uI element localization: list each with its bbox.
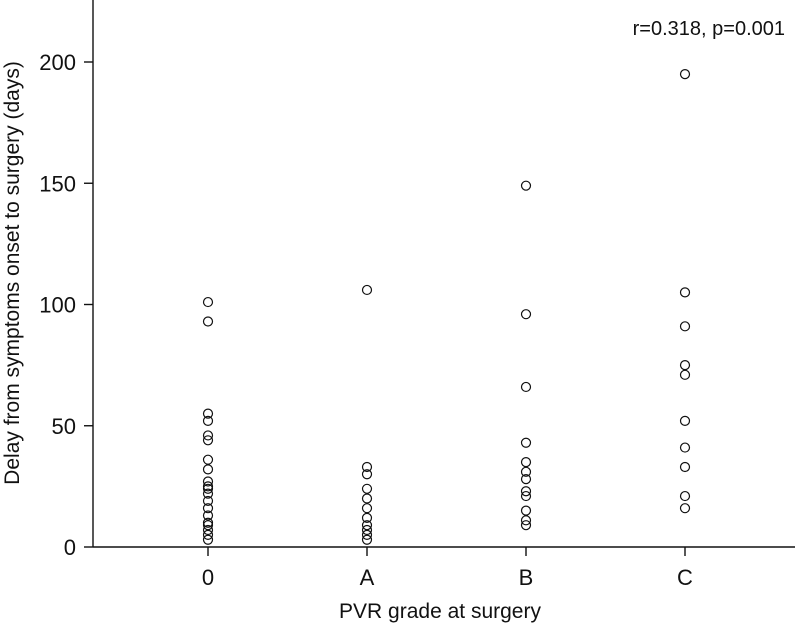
data-point	[679, 369, 691, 380]
data-point	[202, 503, 214, 514]
y-ticks: 0 50 100 150 200	[39, 50, 93, 560]
data-point	[679, 490, 691, 502]
data-point	[361, 461, 373, 473]
data-point	[520, 474, 532, 485]
data-point	[361, 520, 373, 531]
y-tick-label: 50	[52, 414, 76, 439]
data-point	[520, 309, 532, 320]
y-tick-label: 200	[39, 50, 76, 75]
x-tick-label: B	[519, 565, 534, 590]
data-point	[679, 415, 691, 426]
data-point	[202, 488, 214, 499]
data-point	[679, 503, 691, 514]
data-point	[361, 529, 373, 540]
data-point	[361, 469, 373, 480]
data-point	[202, 464, 214, 475]
data-point	[202, 296, 214, 308]
data-point	[520, 515, 532, 526]
data-point	[202, 435, 214, 446]
data-point	[679, 69, 691, 80]
data-point	[202, 524, 214, 536]
data-point	[361, 284, 373, 296]
data-point	[202, 520, 214, 531]
data-point	[202, 483, 214, 494]
data-point	[520, 466, 532, 477]
x-ticks: 0 A B C	[202, 547, 693, 590]
data-points	[202, 69, 691, 545]
data-point	[679, 442, 691, 453]
data-point	[202, 481, 214, 492]
data-point	[520, 505, 532, 516]
data-point	[361, 512, 373, 524]
data-point	[202, 430, 214, 441]
y-axis-title: Delay from symptoms onset to surgery (da…	[1, 61, 24, 485]
data-point	[202, 316, 214, 327]
data-point	[520, 457, 532, 468]
data-point	[361, 524, 373, 536]
data-point	[361, 534, 373, 545]
data-point	[520, 180, 532, 191]
x-tick-label: A	[360, 565, 375, 590]
data-point	[679, 287, 691, 298]
data-point	[520, 520, 532, 531]
y-tick-label: 150	[39, 171, 76, 196]
data-point	[520, 490, 532, 502]
data-point	[520, 437, 532, 448]
data-point	[679, 360, 691, 371]
data-point	[202, 415, 214, 426]
x-tick-label: C	[677, 565, 693, 590]
data-point	[202, 408, 214, 419]
data-point	[361, 503, 373, 514]
x-axis-title: PVR grade at surgery	[339, 600, 541, 623]
data-point	[202, 534, 214, 545]
data-point	[202, 454, 214, 465]
data-point	[202, 517, 214, 528]
data-point	[202, 529, 214, 540]
data-point	[520, 381, 532, 393]
data-point	[202, 495, 214, 507]
data-point	[361, 483, 373, 494]
data-point	[679, 461, 691, 473]
data-point	[361, 493, 373, 504]
data-point	[202, 476, 214, 487]
data-point	[202, 510, 214, 521]
correlation-annotation: r=0.318, p=0.001	[633, 18, 785, 40]
y-tick-label: 100	[39, 293, 76, 318]
data-point	[520, 486, 532, 497]
data-point	[679, 321, 691, 332]
y-tick-label: 0	[64, 535, 76, 560]
x-tick-label: 0	[202, 565, 214, 590]
axes	[92, 0, 795, 548]
